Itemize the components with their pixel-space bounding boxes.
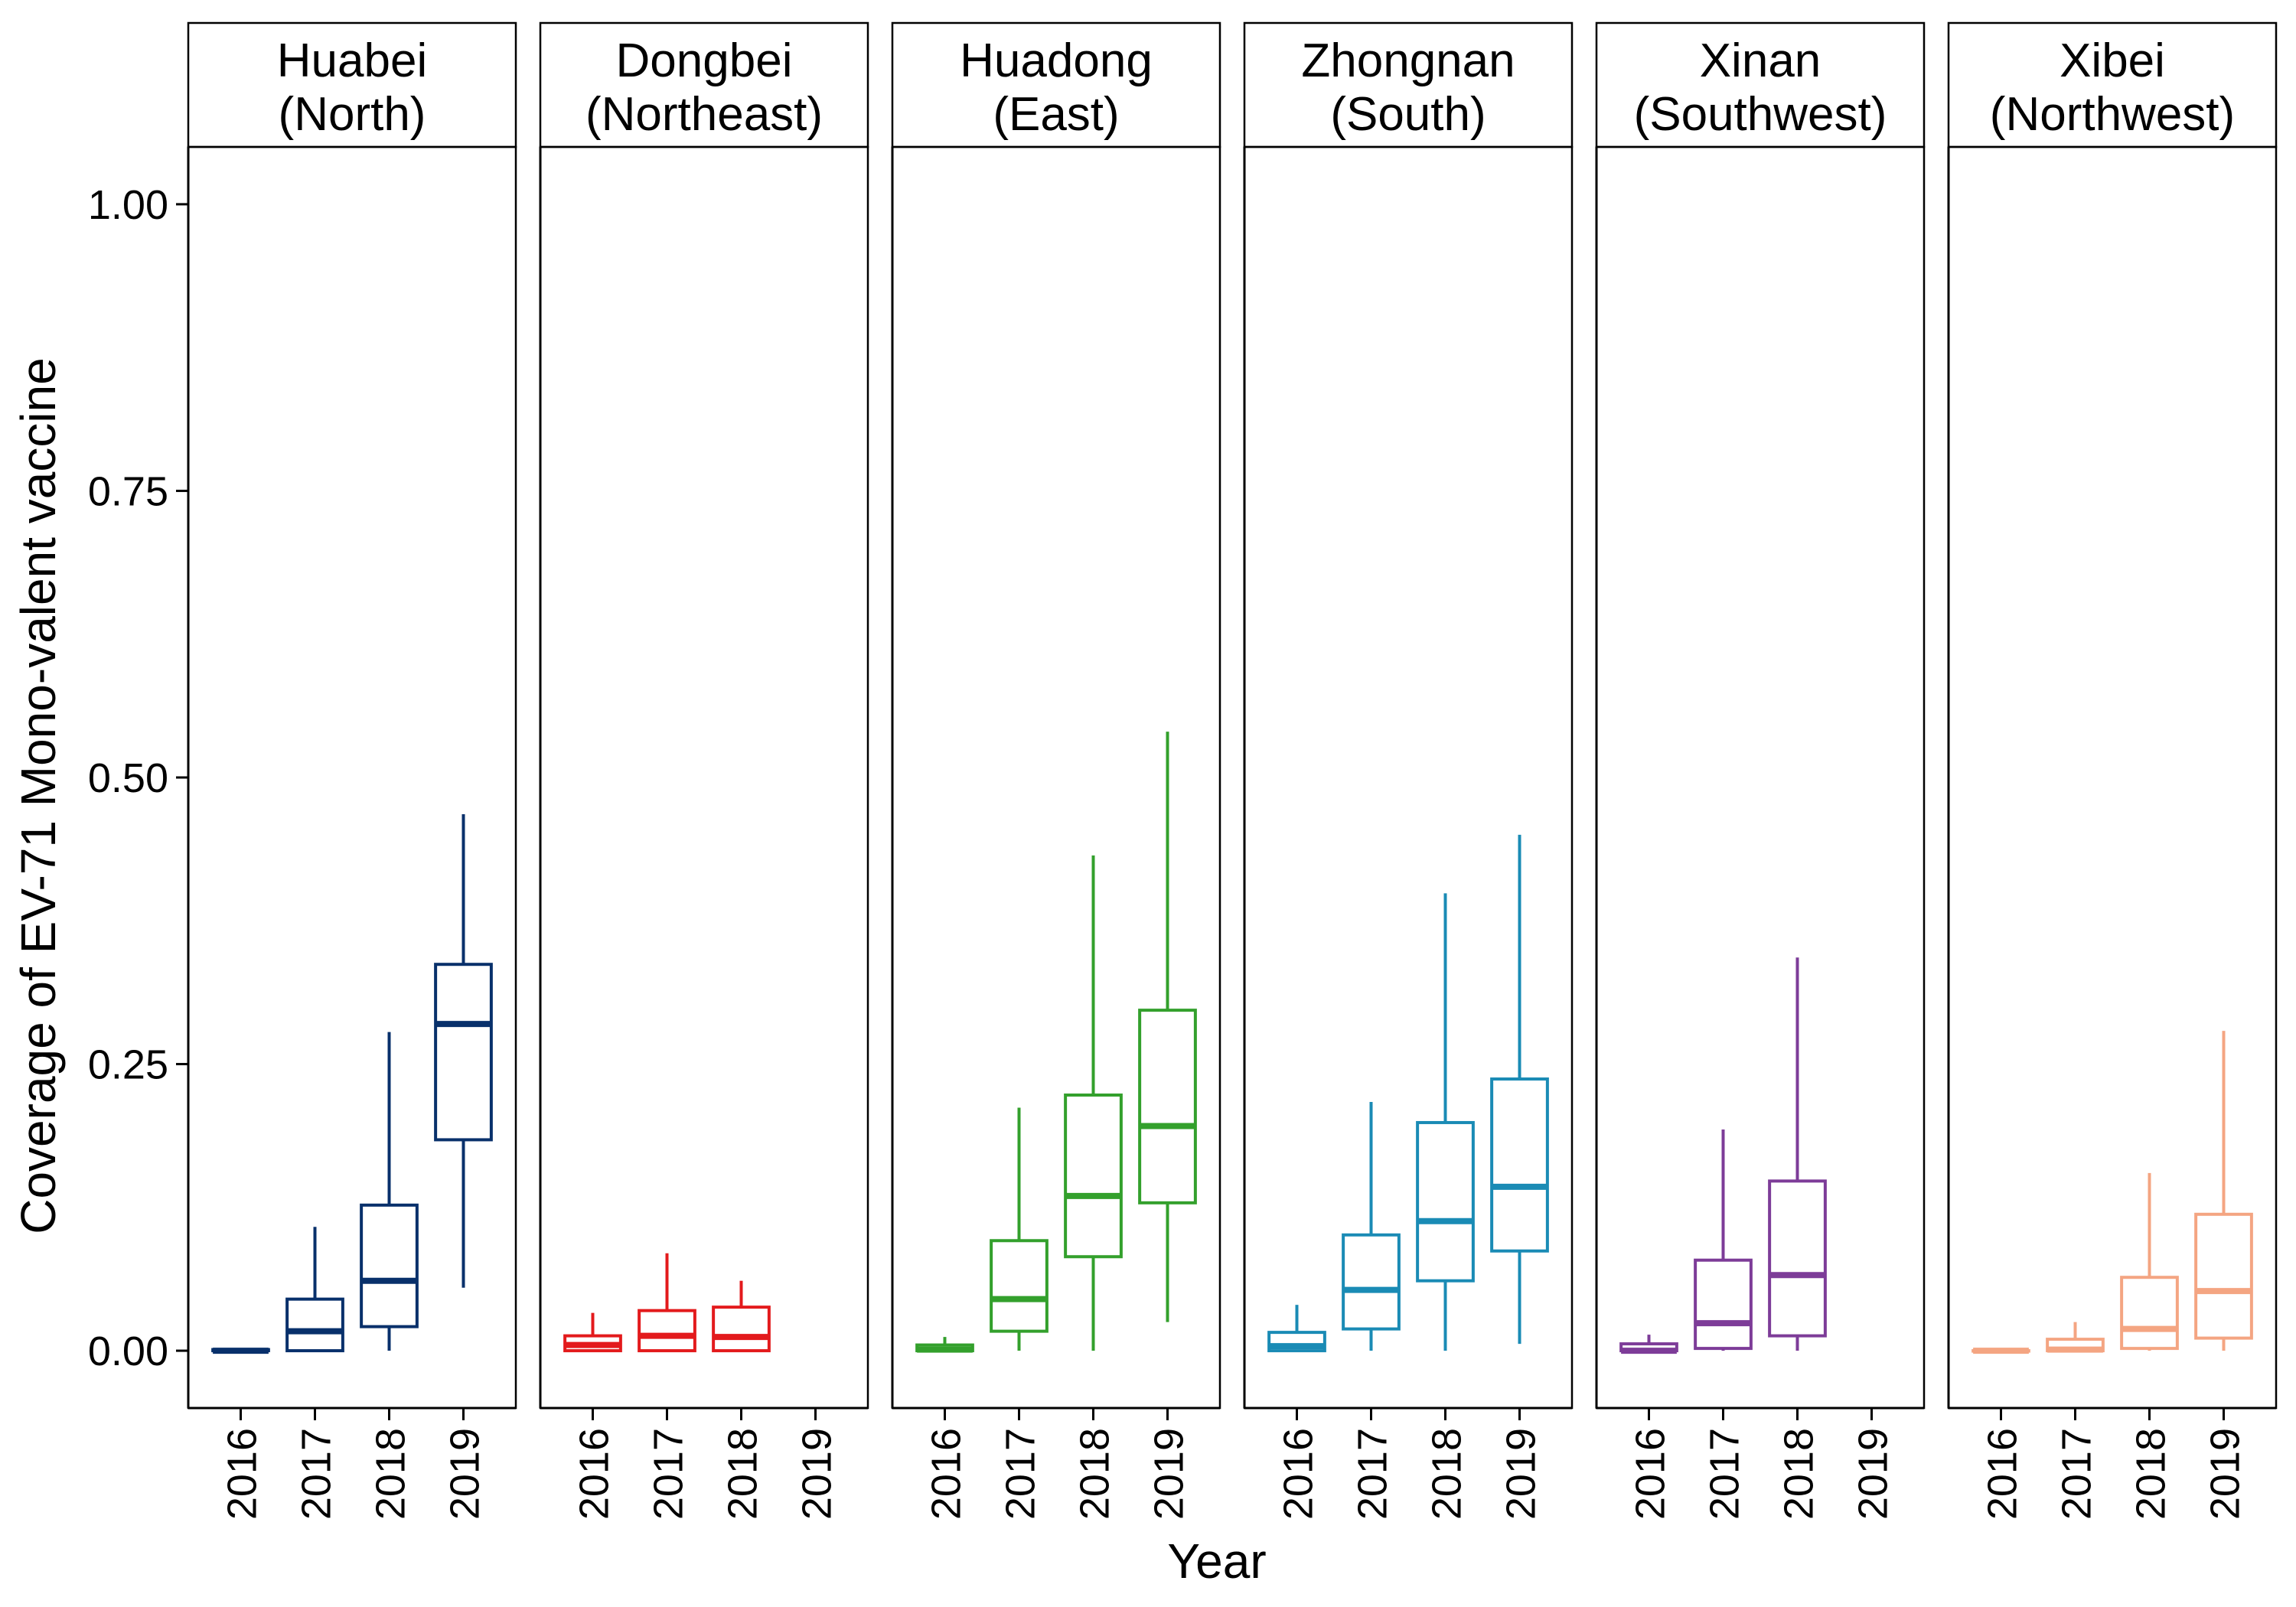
box-2017 — [2046, 1322, 2105, 1353]
box-iqr — [990, 1239, 1049, 1333]
x-tick-label: 2018 — [1424, 1428, 1470, 1520]
x-tick-label: 2019 — [1851, 1428, 1896, 1520]
box-iqr — [1768, 1179, 1827, 1338]
box-2018 — [1064, 855, 1123, 1351]
x-tick-label: 2019 — [442, 1428, 488, 1520]
x-tick-label: 2016 — [1980, 1428, 2026, 1520]
box-2018 — [2120, 1172, 2179, 1351]
box-2018 — [1416, 893, 1475, 1351]
box-2017 — [638, 1253, 696, 1353]
x-tick-label: 2017 — [1350, 1428, 1396, 1520]
box-2019 — [434, 813, 493, 1288]
facet-strip — [187, 21, 517, 148]
box-iqr — [1416, 1120, 1475, 1283]
box-2017 — [285, 1227, 344, 1353]
facet-title: Huadong (East) — [960, 34, 1153, 141]
facet-title: Xibei (Northwest) — [1990, 34, 2235, 141]
box-2018 — [360, 1032, 419, 1351]
box-2016 — [1267, 1305, 1326, 1353]
box-iqr — [285, 1297, 344, 1353]
x-tick-label: 2016 — [220, 1428, 266, 1520]
box-iqr — [1138, 1009, 1197, 1204]
y-tick-label: 0.75 — [88, 468, 168, 514]
x-tick-label: 2019 — [2203, 1428, 2249, 1520]
x-tick-label: 2019 — [1499, 1428, 1544, 1520]
x-tick-label: 2017 — [998, 1428, 1044, 1520]
x-tick-label: 2016 — [924, 1428, 970, 1520]
box-2016 — [563, 1312, 622, 1353]
facet-plot-area — [187, 145, 517, 1410]
facet-strip — [1595, 21, 1926, 148]
x-tick-label: 2019 — [1146, 1428, 1192, 1520]
x-tick-label: 2017 — [2054, 1428, 2100, 1520]
y-tick-label: 0.50 — [88, 755, 168, 801]
box-2019 — [1490, 834, 1549, 1345]
facet-panel: Xibei (Northwest) 2016 2017 2018 2019 — [1947, 21, 2278, 1520]
x-tick-label: 2018 — [368, 1428, 414, 1520]
box-2019 — [2194, 1031, 2253, 1351]
box-iqr — [1064, 1093, 1123, 1259]
y-tick-label: 1.00 — [88, 182, 168, 228]
box-2016 — [915, 1337, 974, 1353]
x-tick-label: 2018 — [2128, 1428, 2174, 1520]
box-iqr — [2194, 1212, 2253, 1340]
facet-title: Zhongnan (South) — [1301, 34, 1515, 141]
x-tick-label: 2016 — [1276, 1428, 1322, 1520]
x-tick-label: 2017 — [1702, 1428, 1748, 1520]
facet-panel: Xinan (Southwest) 2016 2017 2018 2019 — [1595, 21, 1926, 1520]
box-2017 — [1694, 1129, 1753, 1351]
facet-plot-area — [539, 145, 869, 1410]
facet-title: Huabei (North) — [277, 34, 427, 141]
box-iqr — [360, 1203, 419, 1328]
x-tick-label: 2017 — [294, 1428, 340, 1520]
facet-panel: Zhongnan (South) 2016 2017 2018 2019 — [1243, 21, 1574, 1520]
box-iqr — [638, 1309, 696, 1353]
x-axis-title: Year — [1167, 1534, 1266, 1589]
box-2019 — [1138, 732, 1197, 1322]
box-2018 — [712, 1280, 771, 1353]
box-2017 — [1342, 1101, 1401, 1351]
facet-panel: Dongbei (Northeast) 2016 2017 2018 2019 — [539, 21, 869, 1520]
x-tick-label: 2017 — [646, 1428, 692, 1520]
x-tick-label: 2018 — [1072, 1428, 1118, 1520]
box-2016 — [211, 1348, 270, 1354]
box-2018 — [1768, 957, 1827, 1351]
box-2016 — [1971, 1348, 2030, 1354]
facet-plot-area — [891, 145, 1221, 1410]
facet-strip — [1243, 21, 1574, 148]
facet-panel: Huabei (North) 2016 2017 2018 2019 — [187, 21, 517, 1520]
facet-title: Xinan (Southwest) — [1634, 34, 1887, 141]
box-2016 — [1619, 1335, 1678, 1354]
box-iqr — [434, 963, 493, 1142]
box-iqr — [1490, 1077, 1549, 1253]
x-tick-label: 2018 — [720, 1428, 766, 1520]
box-iqr — [1694, 1258, 1753, 1351]
facet-title: Dongbei (Northeast) — [585, 34, 823, 141]
x-tick-label: 2018 — [1776, 1428, 1822, 1520]
y-tick-label: 0.25 — [88, 1042, 168, 1088]
facet-plot-area — [1595, 145, 1926, 1410]
box-iqr — [2120, 1276, 2179, 1351]
x-tick-label: 2019 — [794, 1428, 840, 1520]
y-axis: 0.00 0.25 0.50 0.75 1.00 — [88, 182, 188, 1374]
box-iqr — [712, 1305, 771, 1353]
box-2017 — [990, 1107, 1049, 1351]
facet-panel: Huadong (East) 2016 2017 2018 2019 — [891, 21, 1221, 1520]
facet-strip — [1947, 21, 2278, 148]
x-tick-label: 2016 — [572, 1428, 618, 1520]
y-axis-title: Coverage of EV-71 Mono-valent vaccine — [11, 357, 66, 1234]
facet-strip — [539, 21, 869, 148]
box-iqr — [1342, 1233, 1401, 1331]
y-tick-label: 0.00 — [88, 1328, 168, 1374]
x-tick-label: 2016 — [1628, 1428, 1674, 1520]
